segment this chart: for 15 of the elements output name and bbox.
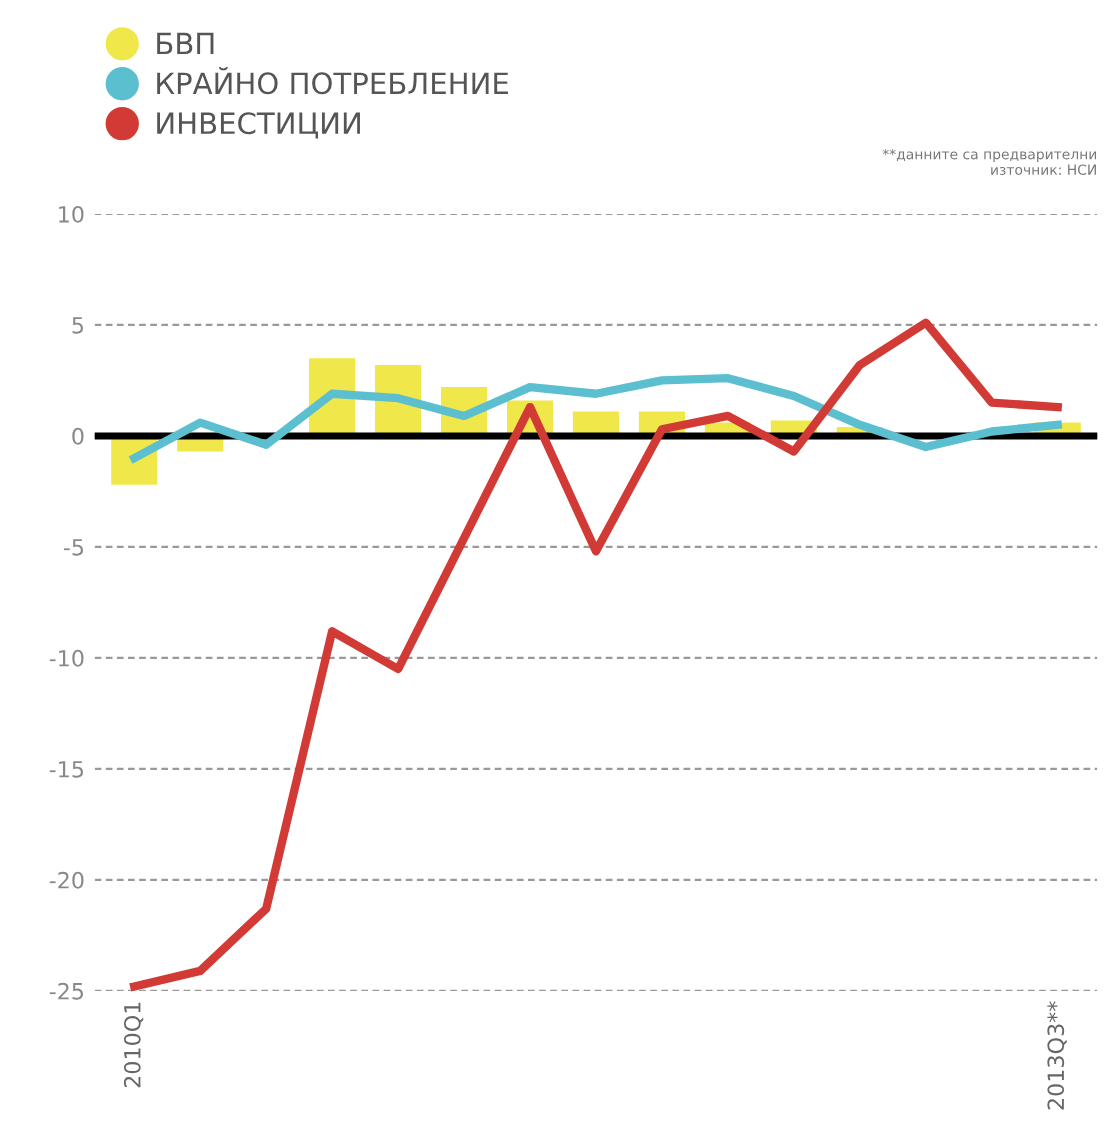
y-tick-label: 5 <box>72 317 84 334</box>
y-tick-label: 0 <box>72 427 84 445</box>
line-series <box>130 318 1062 991</box>
line-series <box>130 374 1062 463</box>
y-tick-label: -10 <box>49 649 84 667</box>
y-tick-label: -25 <box>49 982 84 1000</box>
y-tick-label: -15 <box>49 761 84 778</box>
y-tick-label: -20 <box>49 871 84 889</box>
x-tick-label: 2010Q1 <box>123 1002 144 1088</box>
legend-label: КРАЙНО ПОТРЕБЛЕНИЕ <box>157 66 508 95</box>
legend-label: БВП <box>157 32 214 55</box>
legend-label: ИНВЕСТИЦИИ <box>157 112 360 139</box>
y-tick-label: 10 <box>59 205 84 223</box>
x-tick-label: 2013Q3** <box>1047 1001 1067 1110</box>
y-tick-label: -5 <box>63 539 84 556</box>
